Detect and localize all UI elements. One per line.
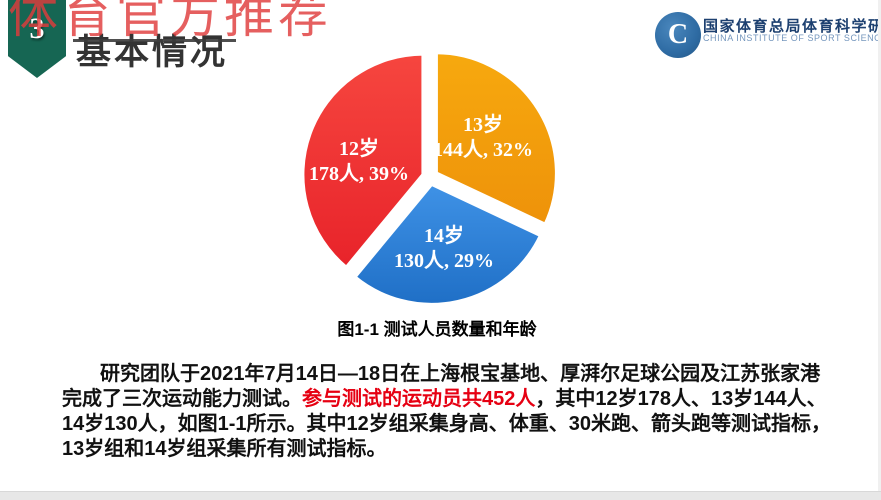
section-number-pennant: 3 — [8, 0, 66, 78]
paragraph-line-4: 13岁组和14岁组采集所有测试指标。 — [62, 438, 387, 460]
pie-slice-3 — [300, 51, 426, 270]
title-strike-line — [73, 39, 236, 42]
pie-label-age: 13岁 — [463, 114, 503, 136]
pie-slice-2 — [352, 181, 544, 307]
paragraph-line-2: 完成了三次运动能力测试。参与测试的运动员共452人，其中12岁178人、13岁1… — [62, 387, 828, 412]
body-paragraph: 研究团队于2021年7月14日—18日在上海根宝基地、厚湃尔足球公园及江苏张家港… — [62, 362, 832, 462]
pie-label-12: 12岁 178人, 39% — [309, 137, 409, 187]
slide-right-edge — [878, 0, 881, 500]
logo-name-chinese: 国家体育总局体育科学研究所 — [703, 18, 881, 35]
pie-chart-svg — [300, 50, 559, 307]
paragraph-line-3: 14岁130人，如图1-1所示。其中12岁组采集身高、体重、30米跑、箭头跑等测… — [62, 413, 832, 435]
pie-label-14: 14岁 130人, 29% — [394, 224, 494, 274]
slide-bottom-edge — [0, 491, 881, 500]
page-title: 基本情况 — [76, 33, 229, 72]
logo-letter: C — [667, 19, 689, 50]
pie-label-value: 130人, 29% — [394, 250, 494, 272]
line2-black-1: 完成了三次运动能力测试。 — [62, 388, 302, 410]
pie-label-age: 12岁 — [339, 138, 379, 160]
pie-label-value: 144人, 32% — [433, 139, 533, 161]
logo-name-english: CHINA INSTITUTE OF SPORT SCIENCE — [703, 33, 881, 43]
chart-caption: 图1-1 测试人员数量和年龄 — [337, 320, 537, 339]
ciss-logo-icon: C — [655, 12, 701, 58]
pie-label-13: 13岁 144人, 32% — [433, 113, 533, 163]
pie-slice-1 — [433, 50, 559, 227]
paragraph-line-1: 研究团队于2021年7月14日—18日在上海根宝基地、厚湃尔足球公园及江苏张家港 — [100, 363, 821, 385]
line2-red-highlight: 参与测试的运动员共452人 — [302, 388, 536, 410]
line2-black-2: ，其中12岁178人、13岁144人、 — [535, 388, 827, 410]
section-number: 3 — [29, 12, 45, 45]
pie-label-value: 178人, 39% — [309, 163, 409, 185]
pie-label-age: 14岁 — [424, 225, 464, 247]
